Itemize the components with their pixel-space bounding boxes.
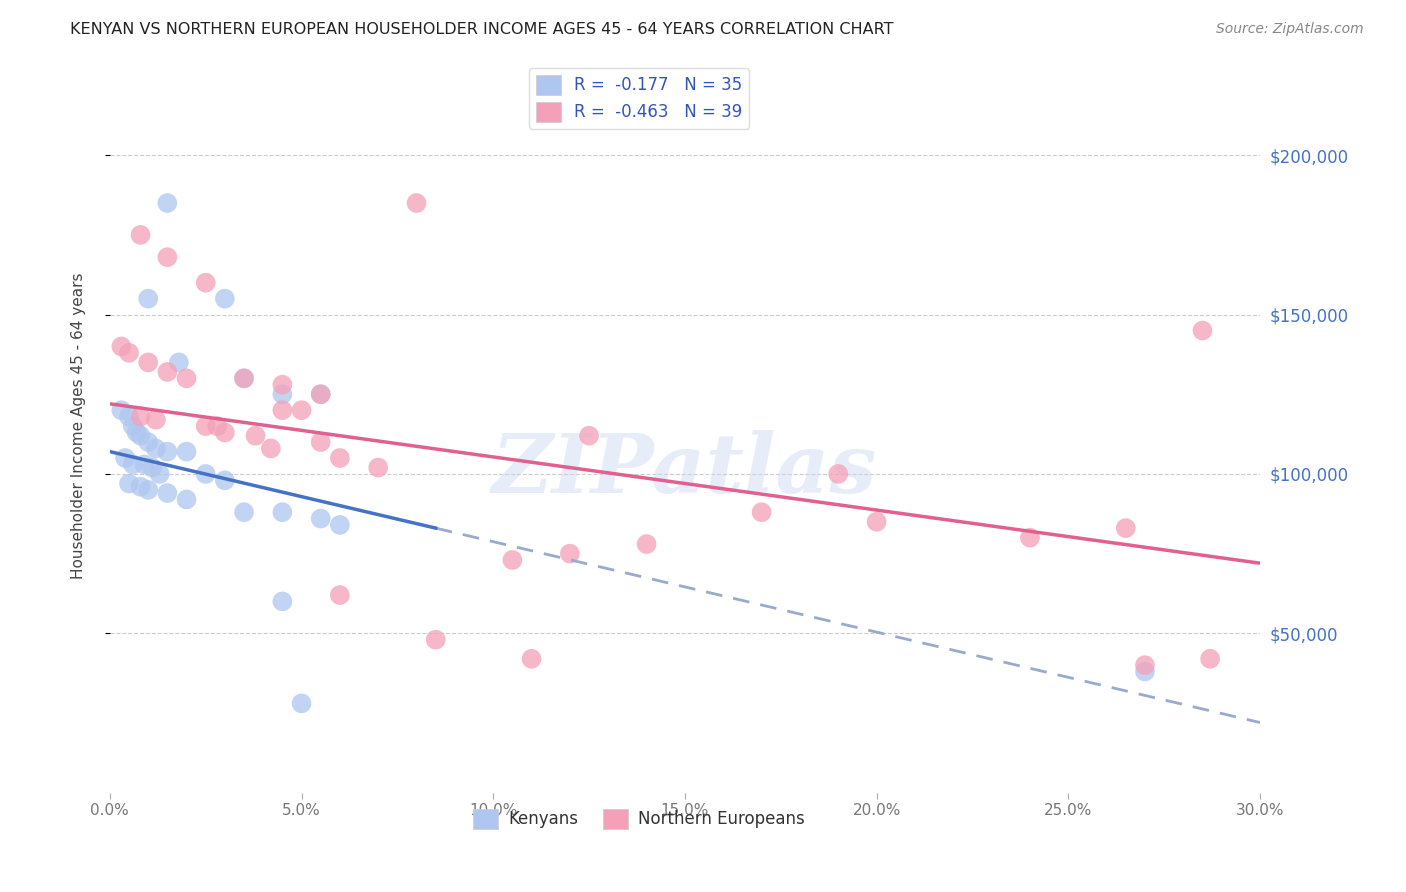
Point <box>636 537 658 551</box>
Point <box>176 371 198 385</box>
Point <box>141 460 163 475</box>
Point <box>405 196 427 211</box>
Point <box>121 458 143 472</box>
Point <box>136 355 159 369</box>
Point <box>134 458 156 472</box>
Text: KENYAN VS NORTHERN EUROPEAN HOUSEHOLDER INCOME AGES 45 - 64 YEARS CORRELATION CH: KENYAN VS NORTHERN EUROPEAN HOUSEHOLDER … <box>70 22 894 37</box>
Text: ZIPatlas: ZIPatlas <box>492 430 877 510</box>
Point <box>156 365 179 379</box>
Point <box>156 250 179 264</box>
Point <box>129 428 152 442</box>
Point <box>156 444 179 458</box>
Point <box>110 339 132 353</box>
Point <box>136 435 159 450</box>
Point <box>367 460 389 475</box>
Point <box>865 515 887 529</box>
Point <box>214 292 236 306</box>
Point <box>156 196 179 211</box>
Point <box>271 505 294 519</box>
Point <box>260 442 283 456</box>
Point <box>149 467 172 481</box>
Point <box>136 483 159 497</box>
Point <box>233 505 256 519</box>
Point <box>145 413 167 427</box>
Point <box>1019 531 1042 545</box>
Point <box>194 467 217 481</box>
Point <box>290 403 312 417</box>
Point <box>309 511 332 525</box>
Point <box>233 371 256 385</box>
Point <box>233 371 256 385</box>
Point <box>1199 652 1222 666</box>
Point <box>110 403 132 417</box>
Point <box>1115 521 1137 535</box>
Point <box>558 547 581 561</box>
Point <box>245 428 267 442</box>
Point <box>271 403 294 417</box>
Point <box>271 387 294 401</box>
Point <box>176 492 198 507</box>
Point <box>271 594 294 608</box>
Point <box>827 467 849 481</box>
Point <box>176 444 198 458</box>
Point <box>129 409 152 424</box>
Point <box>271 377 294 392</box>
Point <box>167 355 190 369</box>
Point <box>118 409 141 424</box>
Point <box>194 419 217 434</box>
Point <box>205 419 228 434</box>
Point <box>290 697 312 711</box>
Point <box>214 473 236 487</box>
Point <box>118 346 141 360</box>
Point <box>329 517 352 532</box>
Point <box>751 505 773 519</box>
Point <box>145 442 167 456</box>
Point <box>121 419 143 434</box>
Point <box>114 450 136 465</box>
Point <box>214 425 236 440</box>
Point <box>156 486 179 500</box>
Point <box>309 387 332 401</box>
Point <box>501 553 523 567</box>
Legend: Kenyans, Northern Europeans: Kenyans, Northern Europeans <box>467 802 811 836</box>
Point <box>129 227 152 242</box>
Point <box>194 276 217 290</box>
Point <box>1191 324 1213 338</box>
Point <box>329 450 352 465</box>
Point <box>1133 665 1156 679</box>
Point <box>136 292 159 306</box>
Point <box>425 632 447 647</box>
Text: Source: ZipAtlas.com: Source: ZipAtlas.com <box>1216 22 1364 37</box>
Y-axis label: Householder Income Ages 45 - 64 years: Householder Income Ages 45 - 64 years <box>72 273 86 580</box>
Point <box>125 425 148 440</box>
Point <box>329 588 352 602</box>
Point <box>578 428 600 442</box>
Point <box>309 435 332 450</box>
Point <box>309 387 332 401</box>
Point <box>129 480 152 494</box>
Point <box>520 652 543 666</box>
Point <box>118 476 141 491</box>
Point <box>1133 658 1156 673</box>
